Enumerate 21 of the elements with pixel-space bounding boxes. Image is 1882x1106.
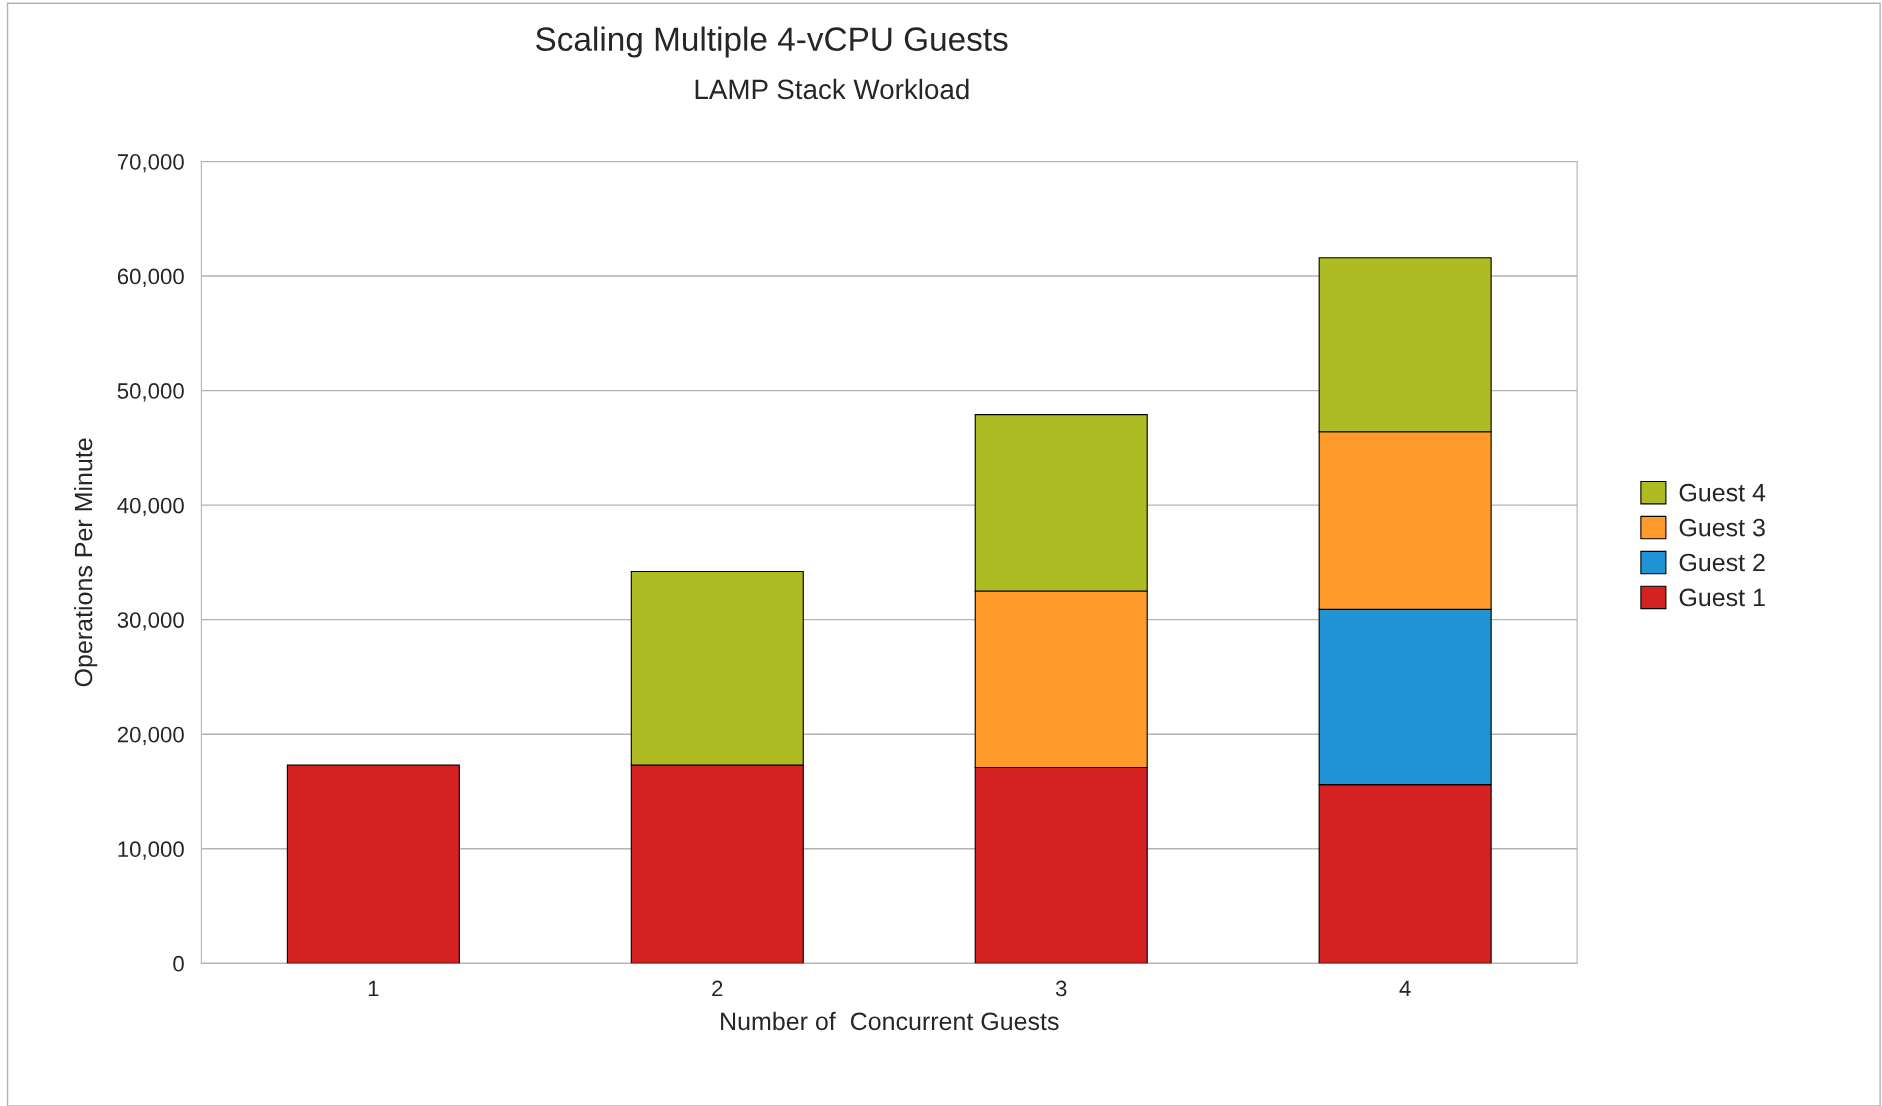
x-tick-label: 1 (368, 980, 379, 997)
x-tick-label: 4 (1399, 980, 1411, 997)
y-tick-label: 40,000 (117, 497, 184, 517)
y-tick-label: 60,000 (117, 268, 184, 287)
legend-label: Guest 3 (1679, 518, 1765, 537)
y-tick-label: 30,000 (117, 612, 184, 631)
chart-title: Scaling Multiple 4-vCPU Guests (536, 26, 1008, 58)
y-tick-label: 10,000 (118, 841, 184, 860)
x-tick-label: 3 (1055, 980, 1067, 997)
chart-subtitle: LAMP Stack Workload (695, 78, 969, 100)
y-tick-label: 70,000 (117, 154, 184, 173)
x-tick-label: 2 (712, 980, 723, 997)
legend-label: Guest 1 (1679, 588, 1765, 607)
legend-label: Guest 4 (1679, 483, 1766, 502)
y-tick-label: 0 (173, 955, 184, 972)
y-tick-label: 20,000 (117, 726, 184, 746)
bar (286, 764, 460, 964)
legend-label: Guest 2 (1679, 553, 1765, 572)
y-tick-label: 50,000 (117, 383, 184, 402)
x-axis-title: Number of Concurrent Guests (721, 1011, 1059, 1031)
y-axis-title: Operations Per Minute (74, 438, 98, 687)
